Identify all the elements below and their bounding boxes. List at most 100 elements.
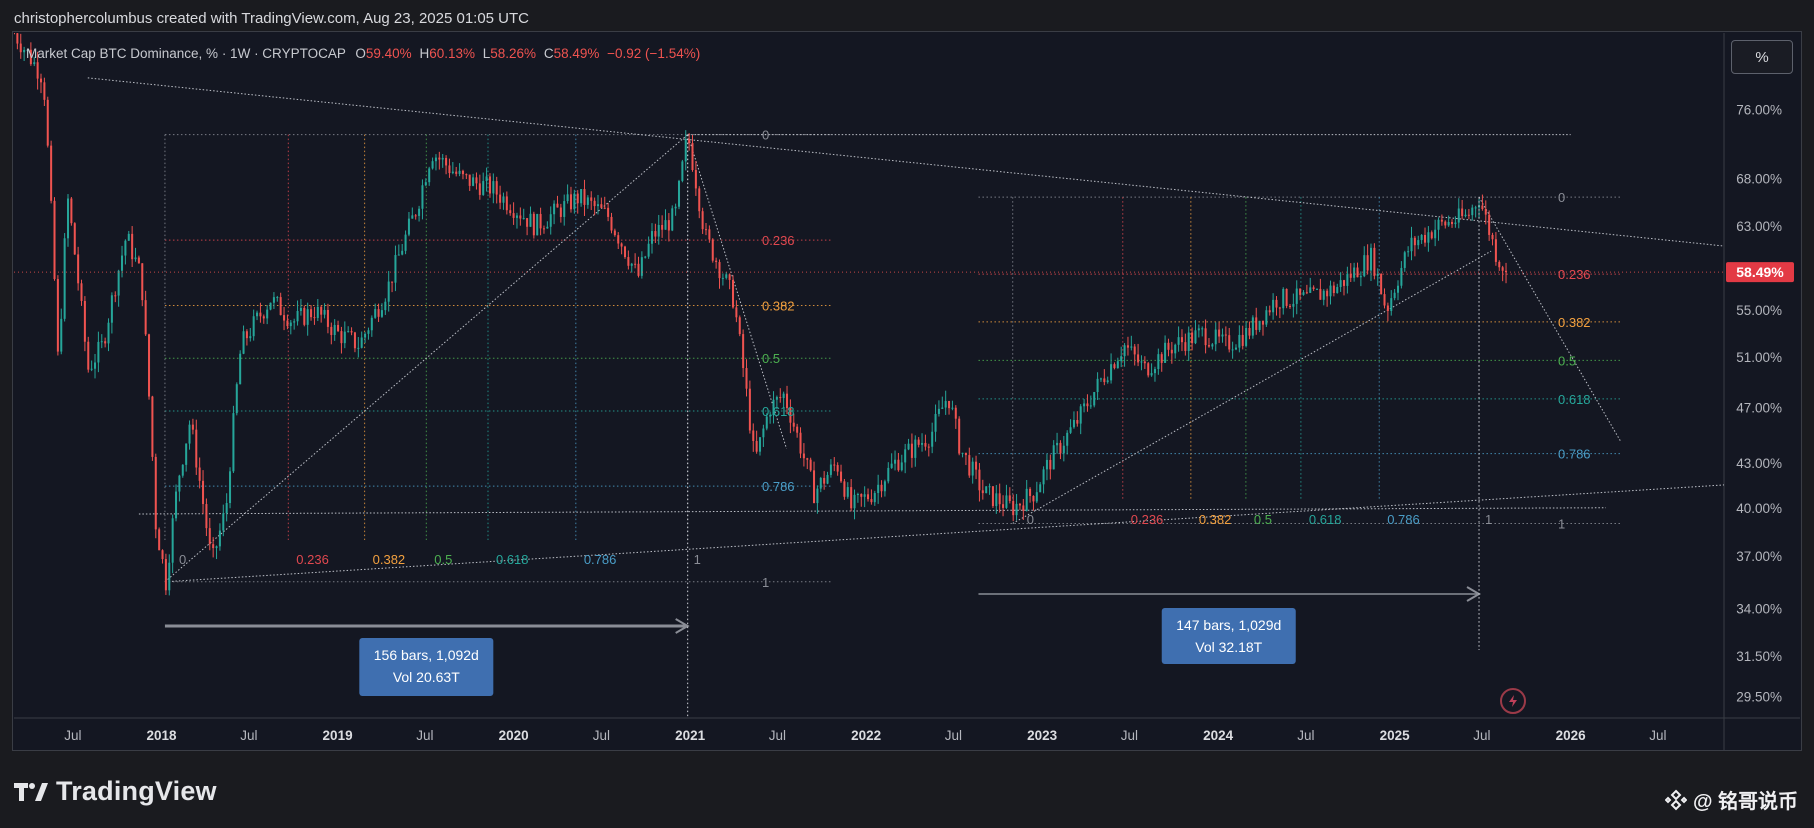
x-tick-label: 2020 [499,728,529,743]
flash-icon[interactable] [1500,688,1526,714]
candle-body [134,257,137,260]
candle-body [809,459,812,471]
candle-body [1393,292,1396,299]
candle-body [1062,445,1065,454]
candle-body [924,442,927,447]
candle-body [900,462,903,471]
candle-body [708,229,711,240]
candle-body [198,467,201,481]
candle-body [941,407,944,409]
candle-body [1140,361,1143,363]
candle-body [56,279,59,352]
candle-body [50,145,53,201]
candle-body [1022,505,1025,511]
candle-body [283,315,286,321]
candle-body [836,465,839,472]
candle-body [931,431,934,447]
candle-body [492,181,495,194]
candle-body [397,254,400,256]
candle-body [701,211,704,230]
tradingview-logo[interactable]: TradingView [14,776,217,807]
candle-body [1272,299,1275,313]
candle-body [1035,492,1038,502]
candle-body [1390,298,1393,312]
candle-body [934,413,937,432]
x-tick-label: 2019 [323,728,353,743]
candle-body [1238,334,1241,348]
candle-body [806,458,809,460]
candle-body [1329,285,1332,297]
candle-body [546,226,549,229]
candle-body [860,493,863,497]
y-tick-label: 31.50% [1736,649,1782,664]
candle-body [590,197,593,201]
candle-body [721,277,724,279]
candle-body [725,274,728,278]
candle-body [100,341,103,343]
candle-body [1481,205,1484,210]
x-tick-label: 2022 [851,728,881,743]
candle-body [1211,344,1214,347]
x-tick-label: Jul [1297,728,1314,743]
candle-body [1342,280,1346,286]
candle-body [603,207,606,209]
candle-body [694,170,697,189]
candle-body [914,439,917,458]
legend-change: −0.92 (−1.54%) [607,46,701,61]
candle-body [684,139,687,162]
candle-body [1498,261,1501,268]
candle-body [286,320,289,327]
fib-time-label: 0.236 [296,552,329,567]
candle-body [33,62,36,65]
candle-body [745,368,748,389]
y-tick-label: 51.00% [1736,350,1782,365]
candle-body [1268,310,1271,313]
candle-body [877,484,880,494]
fib-time-label: 0 [179,552,186,567]
candle-body [1248,327,1251,336]
candle-body [340,331,343,344]
candle-body [1143,361,1146,364]
candle-body [87,341,90,370]
candle-body [512,213,515,218]
candle-body [1072,419,1075,428]
candle-body [131,233,134,260]
candle-body [995,493,998,507]
candle-body [1089,405,1092,407]
candle-body [674,206,677,209]
fib-level-label: 0.786 [1558,447,1591,462]
x-tick-label: 2023 [1027,728,1058,743]
candle-body [529,213,532,227]
candle-body [26,49,29,51]
candle-body [563,201,566,217]
tradingview-brand-text: TradingView [56,776,217,806]
candle-body [181,464,184,476]
candle-body [485,176,488,182]
candle-body [735,307,738,318]
x-tick-label: Jul [945,728,962,743]
candle-body [573,193,576,210]
candle-body [1359,276,1362,278]
trendline-lower [164,484,1724,583]
candle-body [1201,328,1204,330]
candle-body [1042,469,1045,485]
candle-body [1396,285,1400,293]
candle-body [961,452,964,454]
candle-body [391,281,394,283]
candle-body [347,331,350,333]
candle-body [1130,346,1133,348]
candle-body [833,464,836,466]
candle-body [407,218,410,235]
candle-body [1346,273,1349,286]
y-tick-label: 29.50% [1736,690,1782,705]
candle-body [958,418,961,454]
candle-body [998,493,1001,505]
candle-body [1076,419,1079,424]
candle-body [1194,330,1197,344]
candle-body [107,322,110,344]
fib-level-label: 1 [1558,516,1565,531]
candle-body [1207,345,1210,347]
candle-body [158,529,161,551]
percent-scale-button[interactable]: % [1731,40,1793,74]
